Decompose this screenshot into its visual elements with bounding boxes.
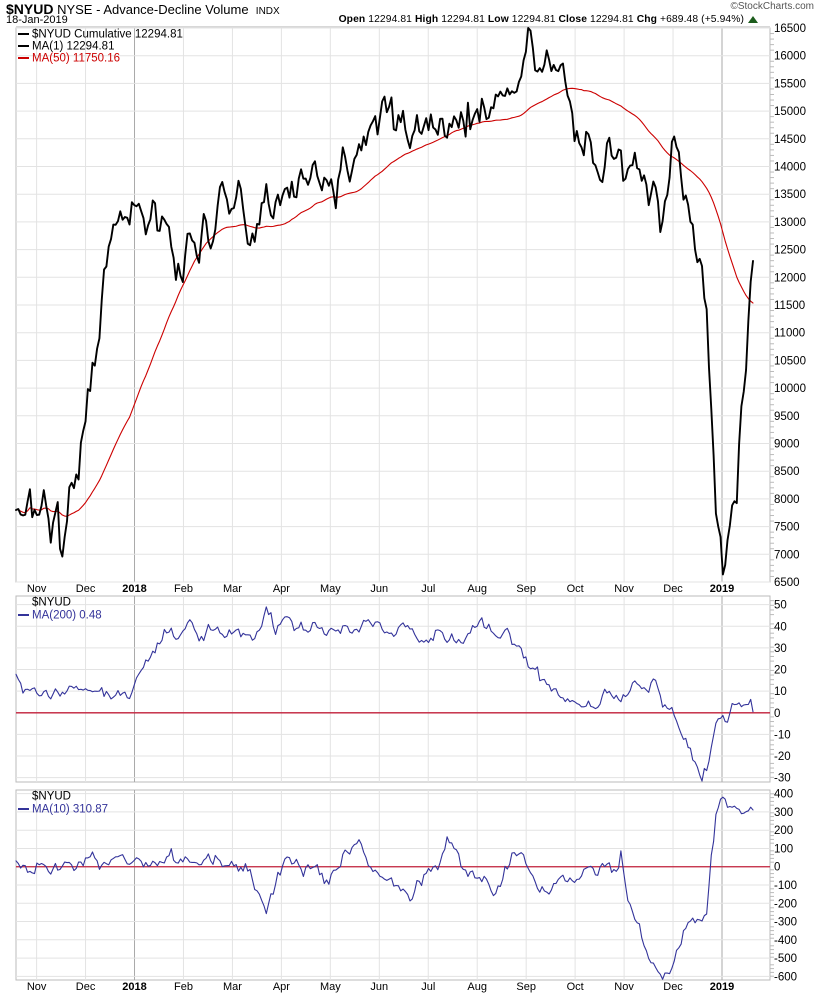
svg-text:16000: 16000: [774, 51, 806, 63]
svg-text:MA(10) 310.87: MA(10) 310.87: [32, 804, 108, 816]
svg-text:Nov: Nov: [614, 981, 634, 993]
svg-text:200: 200: [774, 825, 793, 837]
svg-text:$NYUD Cumulative 12294.81: $NYUD Cumulative 12294.81: [32, 29, 183, 41]
svg-text:May: May: [320, 981, 341, 993]
svg-text:Mar: Mar: [223, 583, 242, 595]
svg-text:Jul: Jul: [421, 583, 435, 595]
svg-text:Sep: Sep: [516, 583, 536, 595]
svg-text:10000: 10000: [774, 383, 806, 395]
svg-text:Nov: Nov: [614, 583, 634, 595]
svg-text:20: 20: [774, 665, 787, 677]
svg-text:Nov: Nov: [27, 981, 47, 993]
svg-text:-300: -300: [774, 917, 797, 929]
svg-text:12000: 12000: [774, 272, 806, 284]
svg-text:14500: 14500: [774, 134, 806, 146]
svg-text:Jul: Jul: [421, 981, 435, 993]
svg-text:-30: -30: [774, 773, 791, 785]
svg-text:10: 10: [774, 686, 787, 698]
svg-text:Dec: Dec: [663, 981, 683, 993]
svg-text:-500: -500: [774, 953, 797, 965]
svg-text:Oct: Oct: [567, 981, 584, 993]
svg-text:-400: -400: [774, 935, 797, 947]
svg-text:6500: 6500: [774, 577, 800, 589]
svg-text:-600: -600: [774, 971, 797, 983]
svg-text:2019: 2019: [710, 583, 734, 595]
svg-text:Feb: Feb: [174, 981, 193, 993]
svg-text:Apr: Apr: [273, 583, 290, 595]
svg-text:0: 0: [774, 862, 780, 874]
svg-text:Dec: Dec: [76, 981, 96, 993]
svg-text:15500: 15500: [774, 78, 806, 90]
svg-text:11000: 11000: [774, 328, 805, 340]
svg-text:8500: 8500: [774, 466, 800, 478]
svg-text:Aug: Aug: [467, 583, 487, 595]
svg-text:Dec: Dec: [76, 583, 96, 595]
svg-text:400: 400: [774, 789, 793, 801]
svg-text:40: 40: [774, 621, 787, 633]
svg-text:13500: 13500: [774, 189, 806, 201]
svg-text:100: 100: [774, 843, 793, 855]
svg-text:Jun: Jun: [370, 981, 388, 993]
svg-text:2019: 2019: [710, 981, 734, 993]
svg-text:7500: 7500: [774, 522, 800, 534]
svg-text:14000: 14000: [774, 162, 806, 174]
svg-text:MA(1) 12294.81: MA(1) 12294.81: [32, 41, 114, 53]
svg-text:0: 0: [774, 708, 780, 720]
svg-text:-200: -200: [774, 898, 797, 910]
svg-text:-20: -20: [774, 751, 791, 763]
svg-text:2018: 2018: [122, 981, 146, 993]
svg-text:Feb: Feb: [174, 583, 193, 595]
svg-text:9000: 9000: [774, 439, 800, 451]
svg-text:Sep: Sep: [516, 981, 536, 993]
svg-text:Oct: Oct: [567, 583, 584, 595]
svg-text:$NYUD: $NYUD: [32, 791, 71, 803]
svg-text:Aug: Aug: [467, 981, 487, 993]
svg-text:30: 30: [774, 643, 787, 655]
svg-text:Mar: Mar: [223, 981, 242, 993]
svg-text:8000: 8000: [774, 494, 800, 506]
svg-text:12500: 12500: [774, 245, 806, 257]
svg-text:2018: 2018: [122, 583, 146, 595]
svg-text:16500: 16500: [774, 23, 806, 35]
svg-text:13000: 13000: [774, 217, 806, 229]
svg-text:300: 300: [774, 807, 793, 819]
svg-text:MA(50) 11750.16: MA(50) 11750.16: [32, 53, 120, 65]
svg-text:Nov: Nov: [27, 583, 47, 595]
svg-text:50: 50: [774, 600, 787, 612]
svg-text:Jun: Jun: [370, 583, 388, 595]
svg-text:11500: 11500: [774, 300, 805, 312]
svg-text:May: May: [320, 583, 341, 595]
svg-text:MA(200) 0.48: MA(200) 0.48: [32, 610, 102, 622]
svg-text:Dec: Dec: [663, 583, 683, 595]
svg-text:10500: 10500: [774, 355, 806, 367]
svg-text:-10: -10: [774, 729, 791, 741]
svg-text:15000: 15000: [774, 106, 806, 118]
svg-text:7000: 7000: [774, 549, 800, 561]
svg-text:-100: -100: [774, 880, 797, 892]
svg-text:9500: 9500: [774, 411, 800, 423]
svg-text:$NYUD: $NYUD: [32, 597, 71, 609]
svg-text:Apr: Apr: [273, 981, 290, 993]
